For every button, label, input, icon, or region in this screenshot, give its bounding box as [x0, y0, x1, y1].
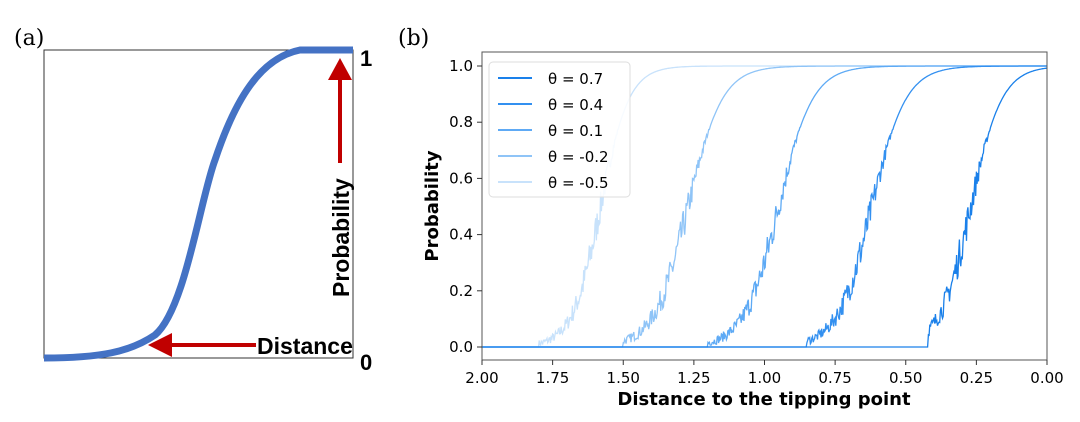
y-tick-label: 0.6 — [449, 169, 473, 187]
x-tick-label: 1.75 — [536, 369, 569, 387]
x-tick-label: 0.00 — [1030, 369, 1063, 387]
probability-arrow-head — [328, 58, 352, 80]
panel-a-sigmoid-curve — [43, 46, 353, 362]
y-tick-label: 0.4 — [449, 226, 473, 244]
series-line — [482, 67, 1048, 348]
x-tick-label: 1.00 — [748, 369, 781, 387]
distance-annotation: Distance — [257, 333, 353, 359]
panel-b-series — [482, 65, 1048, 348]
legend-label: θ = 0.1 — [548, 122, 603, 140]
x-axis: 2.00 1.75 1.50 1.25 1.00 0.75 0.50 0.25 0.00 — [465, 360, 1064, 387]
probability-annotation: Probability — [328, 178, 354, 297]
x-tick-label: 1.25 — [677, 369, 710, 387]
legend-label: θ = -0.5 — [548, 174, 609, 192]
legend-label: θ = 0.4 — [548, 96, 603, 114]
y-tick-label: 0.8 — [449, 113, 473, 131]
x-tick-label: 0.75 — [818, 369, 851, 387]
y-axis-label: Probability — [422, 150, 443, 261]
panel-a-frame — [43, 49, 354, 359]
legend: θ = 0.7 θ = 0.4 θ = 0.1 θ = -0.2 θ = -0.5 — [488, 61, 631, 198]
x-tick-label: 0.25 — [960, 369, 993, 387]
legend-box — [488, 61, 631, 198]
y-tick-label: 1.0 — [449, 57, 473, 75]
legend-label: θ = -0.2 — [548, 148, 609, 166]
panel-b-label: (b) — [398, 26, 429, 51]
y-tick-label: 0.0 — [449, 338, 473, 356]
x-tick-label: 2.00 — [465, 369, 498, 387]
panel-a-ytick-0: 0 — [360, 350, 372, 375]
legend-label: θ = 0.7 — [548, 70, 603, 88]
panel-a-ytick-1: 1 — [360, 46, 372, 71]
y-axis: 0.0 0.2 0.4 0.6 0.8 1.0 — [449, 57, 482, 356]
panel-a-label: (a) — [14, 26, 44, 51]
x-axis-label: Distance to the tipping point — [617, 389, 911, 410]
y-tick-label: 0.2 — [449, 282, 473, 300]
distance-arrow-head — [148, 333, 172, 357]
x-tick-label: 0.50 — [889, 369, 922, 387]
x-tick-label: 1.50 — [607, 369, 640, 387]
